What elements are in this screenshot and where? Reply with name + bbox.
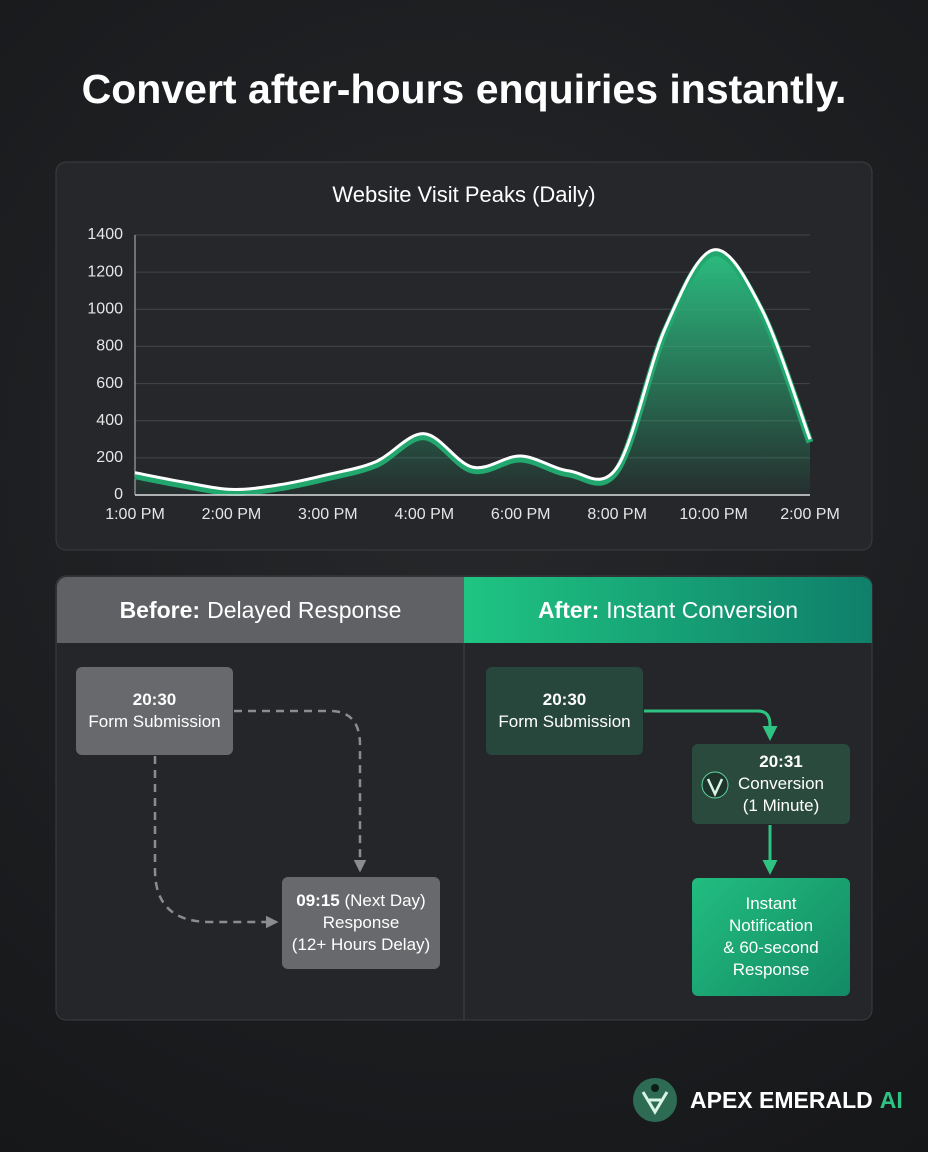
node-time: 20:31: [759, 752, 803, 771]
before-header-bg: [56, 577, 464, 643]
node-icon: [701, 771, 729, 799]
node-time: 20:30: [542, 690, 587, 709]
node-text: Response: [322, 913, 400, 932]
brand-suffix: AI: [879, 1087, 903, 1113]
node-text: Form Submission: [88, 712, 221, 731]
node-text: (1 Minute): [742, 796, 820, 815]
node-text: Notification: [728, 916, 814, 935]
after-header: After: Instant Conversion: [464, 577, 872, 643]
node: 20:30 Form Submission: [486, 667, 643, 755]
x-tick-label: 10:00 PM: [679, 506, 747, 523]
y-tick-label: 800: [96, 338, 123, 355]
brand-name: APEX EMERALD: [690, 1087, 873, 1113]
brand: APEX EMERALD AI: [690, 1087, 903, 1114]
area-fill: [135, 249, 810, 495]
y-tick-label: 1200: [87, 263, 123, 280]
node-time: 20:30: [132, 690, 177, 709]
node-text: Form Submission: [498, 712, 631, 731]
x-tick-label: 1:00 PM: [105, 506, 165, 523]
area-edge: [134, 249, 814, 496]
node-text: Conversion: [738, 774, 824, 793]
y-tick-label: 1400: [87, 226, 123, 243]
y-tick-label: 600: [96, 375, 123, 392]
node: 09:15 (Next Day) Response (12+ Hours Delay…: [282, 877, 440, 969]
node-note: (Next Day): [344, 891, 426, 910]
node-time: 09:15: [296, 891, 340, 910]
x-tick-label: 6:00 PM: [491, 506, 551, 523]
arrow: [644, 709, 778, 741]
node-text: & 60-second: [723, 938, 819, 957]
after-header-bg: [464, 577, 872, 643]
before-label: Before:: [119, 596, 201, 623]
node: Instant Notification & 60-second Response: [692, 878, 850, 996]
x-tick-label: 2:00 PM: [202, 506, 262, 523]
before-header: Before: Delayed Response: [57, 577, 464, 643]
arrow: [234, 709, 367, 873]
node-text: Instant: [745, 894, 797, 913]
after-title: Instant Conversion: [606, 596, 799, 623]
chart-title: Website Visit Peaks (Daily): [332, 182, 595, 207]
x-tick-label: 2:00 PM: [780, 506, 840, 523]
x-tick-label: 8:00 PM: [587, 506, 647, 523]
node-text: Response: [732, 960, 810, 979]
node-text: (12+ Hours Delay): [291, 935, 431, 954]
before-title: Delayed Response: [207, 596, 402, 623]
headline: Convert after-hours enquiries instantly.: [81, 66, 847, 112]
logo: [633, 1078, 677, 1122]
y-tick-label: 0: [114, 486, 123, 503]
plot: 0 200 400 600 800 1000 1200 1400 1:00 PM 2:00 PM 3…: [87, 226, 839, 523]
after-label: After:: [537, 596, 600, 623]
x-tick-label: 3:00 PM: [298, 506, 358, 523]
node: 20:31 Conversion (1 Minute): [692, 744, 850, 824]
node: 20:30 Form Submission: [76, 667, 233, 755]
y-tick-label: 400: [96, 412, 123, 429]
y-tick-label: 200: [96, 449, 123, 466]
arrow: [153, 756, 279, 929]
x-tick-label: 4:00 PM: [394, 506, 454, 523]
y-tick-label: 1000: [87, 301, 123, 318]
line: [134, 248, 812, 491]
